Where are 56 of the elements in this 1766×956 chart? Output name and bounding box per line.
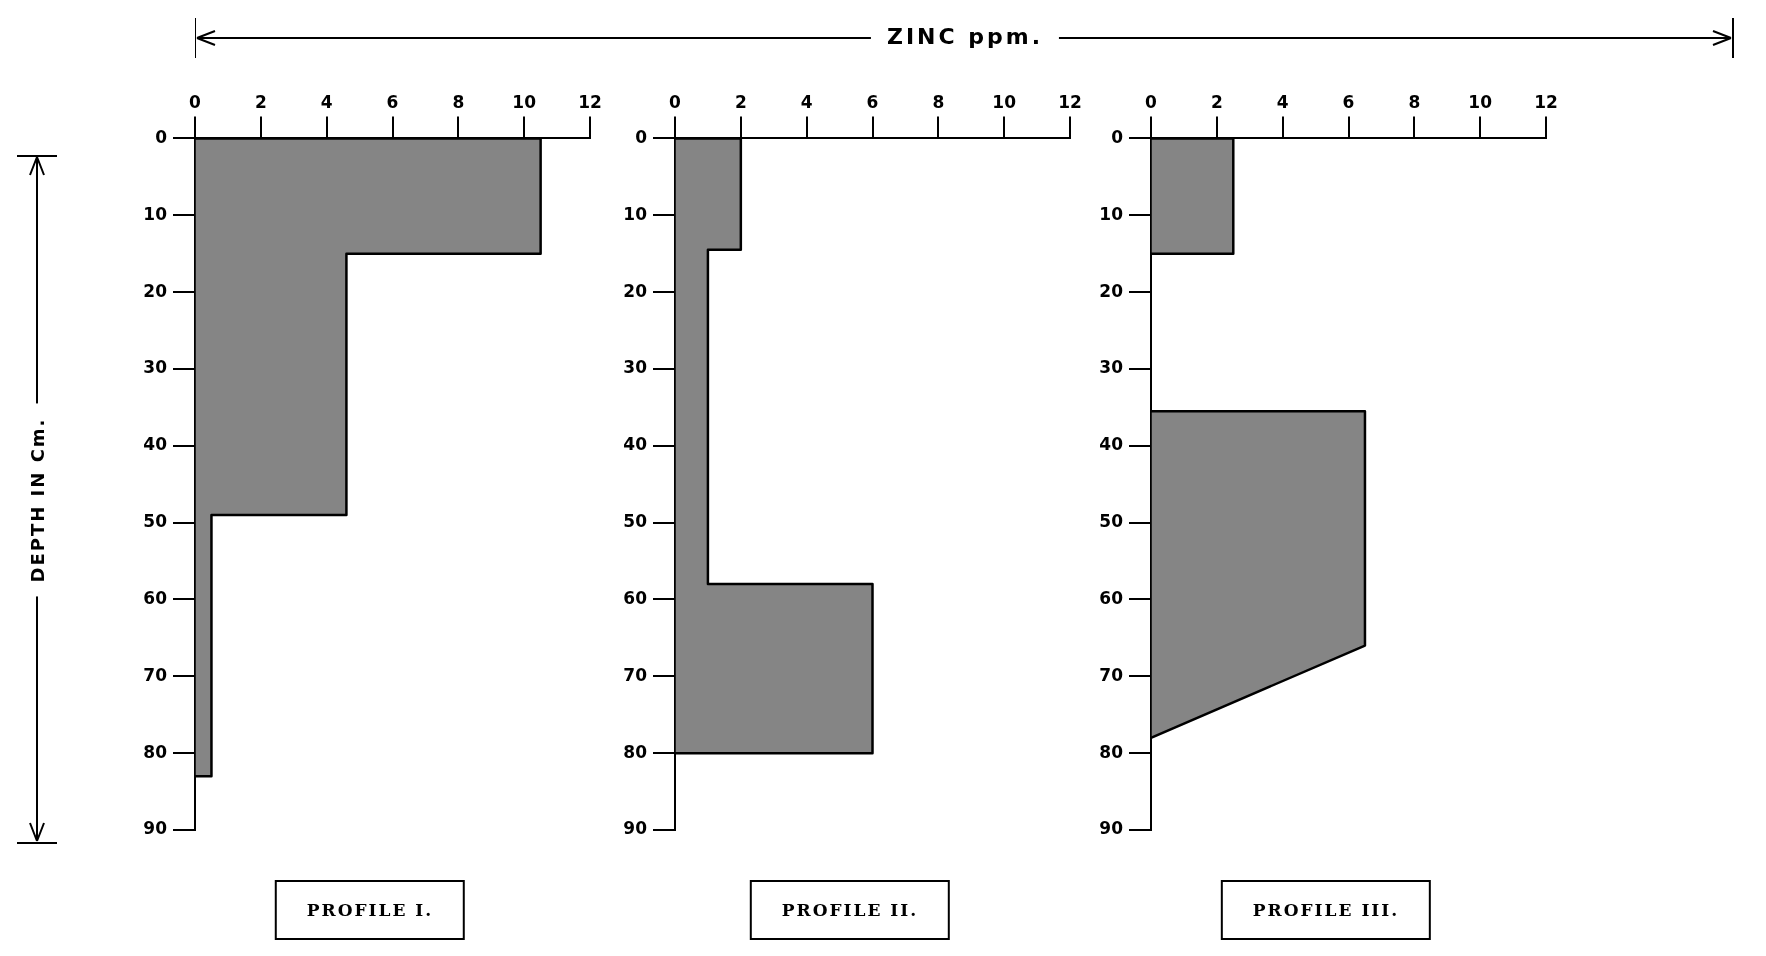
y-tick-label: 40: [623, 434, 648, 455]
text: PROFILE I.: [274, 880, 466, 940]
x-tick-label: 10: [1468, 91, 1493, 112]
y-tick-label: 20: [143, 280, 168, 301]
x-tick-label: 12: [1058, 91, 1082, 112]
y-tick-label: 20: [1099, 280, 1124, 301]
x-axis-title: ZINC ppm.: [870, 24, 1060, 49]
x-tick-label: 10: [512, 91, 537, 112]
x-tick-label: 0: [189, 91, 202, 112]
y-tick-label: 0: [1111, 126, 1124, 147]
y-tick-label: 50: [143, 511, 168, 532]
y-tick-label: 40: [1099, 434, 1124, 455]
x-tick-label: 10: [992, 91, 1017, 112]
text: PROFILE III.: [1220, 880, 1432, 940]
y-tick-label: 90: [1099, 818, 1124, 839]
y-tick-label: 20: [623, 280, 648, 301]
y-tick-label: 10: [143, 203, 168, 224]
x-tick-label: 0: [669, 91, 682, 112]
y-tick-label: 0: [635, 126, 648, 147]
y-tick-label: 90: [623, 818, 648, 839]
y-tick-label: 70: [1099, 664, 1124, 685]
text: PROFILE II.: [749, 880, 951, 940]
y-tick-label: 30: [1099, 357, 1124, 378]
y-tick-label: 70: [623, 664, 648, 685]
x-tick-label: 6: [1342, 91, 1355, 112]
x-tick-label: 8: [932, 91, 945, 112]
y-axis-title: DEPTH IN Cm.: [26, 403, 48, 597]
y-tick-label: 50: [623, 511, 648, 532]
x-tick-label: 12: [1534, 91, 1558, 112]
y-tick-label: 60: [623, 587, 648, 608]
y-tick-label: 80: [623, 741, 648, 762]
y-tick-label: 60: [143, 587, 168, 608]
x-tick-label: 4: [1276, 91, 1289, 112]
x-tick-label: 4: [320, 91, 333, 112]
x-tick-label: 2: [734, 91, 747, 112]
y-tick-label: 80: [143, 741, 168, 762]
y-tick-label: 50: [1099, 511, 1124, 532]
y-tick-label: 70: [143, 664, 168, 685]
y-tick-label: 40: [143, 434, 168, 455]
x-tick-label: 0: [1145, 91, 1158, 112]
y-tick-label: 30: [623, 357, 648, 378]
x-tick-label: 8: [1408, 91, 1421, 112]
x-tick-label: 2: [254, 91, 267, 112]
y-tick-label: 30: [143, 357, 168, 378]
x-tick-label: 4: [800, 91, 813, 112]
y-tick-label: 90: [143, 818, 168, 839]
y-tick-label: 80: [1099, 741, 1124, 762]
x-tick-label: 12: [578, 91, 602, 112]
y-tick-label: 10: [1099, 203, 1124, 224]
y-tick-label: 0: [155, 126, 168, 147]
x-tick-label: 6: [866, 91, 879, 112]
x-tick-label: 6: [386, 91, 399, 112]
x-tick-label: 8: [452, 91, 465, 112]
y-tick-label: 10: [623, 203, 648, 224]
y-tick-label: 60: [1099, 587, 1124, 608]
x-tick-label: 2: [1210, 91, 1223, 112]
